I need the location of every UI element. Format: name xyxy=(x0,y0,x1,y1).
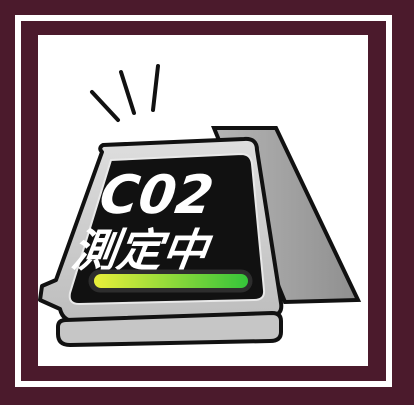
gauge-fill xyxy=(94,274,248,288)
white-border xyxy=(15,15,392,387)
co2-label: C02 xyxy=(96,164,217,226)
device-base xyxy=(56,310,283,348)
alert-lines xyxy=(90,64,160,122)
device-screen xyxy=(68,152,266,306)
measuring-label: 測定中 xyxy=(69,224,216,277)
